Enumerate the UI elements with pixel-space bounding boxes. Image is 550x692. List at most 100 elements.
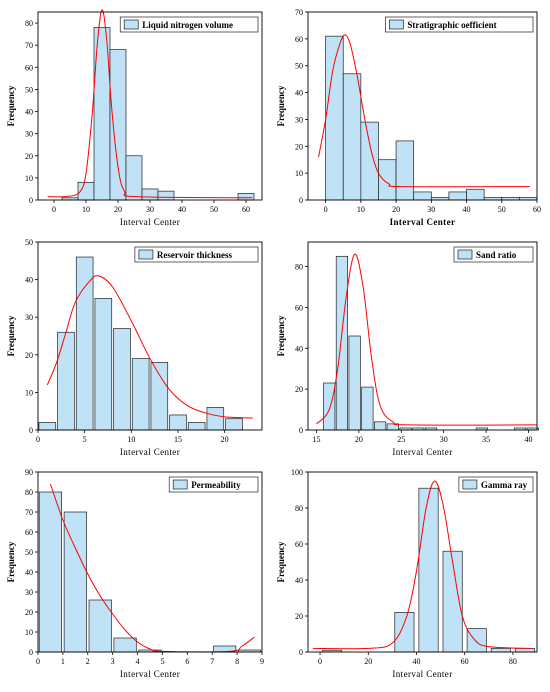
fit-curve — [316, 253, 538, 426]
x-tick-label: 1 — [61, 657, 65, 666]
legend-swatch — [123, 19, 139, 30]
x-axis-label: Interval Center — [120, 669, 180, 679]
x-tick-label: 10 — [357, 205, 365, 214]
legend-swatch — [138, 249, 154, 260]
histogram-bar — [237, 193, 255, 201]
histogram-bar — [131, 358, 150, 431]
x-tick-label: 9 — [260, 657, 264, 666]
x-axis-label: Interval Center — [392, 669, 452, 679]
legend-label: Stratigraphic oefficient — [407, 20, 496, 30]
x-axis-label: Interval Center — [120, 217, 180, 227]
y-tick-label: 60 — [295, 35, 303, 44]
histogram-bar — [187, 422, 206, 431]
histogram-bar — [63, 511, 87, 653]
y-axis-label: Frequency — [276, 85, 286, 126]
x-tick-label: 0 — [36, 657, 40, 666]
x-tick-label: 0 — [52, 205, 56, 214]
x-tick-label: 7 — [210, 657, 214, 666]
histogram-bar — [109, 49, 127, 201]
histogram-bar — [466, 628, 487, 653]
y-tick-label: 0 — [299, 426, 303, 435]
x-tick-label: 20 — [364, 657, 372, 666]
x-axis-label: Interval Center — [390, 217, 456, 227]
legend-label: Liquid nitrogen volume — [142, 20, 233, 30]
histogram-bar — [169, 414, 187, 431]
x-tick-label: 15 — [312, 435, 320, 444]
x-tick-label: 5 — [160, 657, 164, 666]
histogram-bar — [514, 648, 535, 653]
y-tick-label: 90 — [25, 468, 33, 477]
y-tick-label: 80 — [295, 504, 303, 513]
y-tick-label: 80 — [25, 488, 33, 497]
x-tick-label: 20 — [392, 205, 400, 214]
legend-swatch — [172, 479, 188, 490]
chart-stratigraphic: 0 10 20 30 40 50 60 0 10 20 30 40 50 60 70 Interval Cen… — [276, 8, 541, 227]
y-tick-label: 40 — [25, 108, 33, 117]
x-tick-label: 40 — [178, 205, 186, 214]
histogram-bar — [225, 418, 243, 431]
y-tick-label: 0 — [29, 196, 33, 205]
y-tick-label: 10 — [25, 628, 33, 637]
x-tick-label: 20 — [114, 205, 122, 214]
histogram-bar — [466, 188, 485, 201]
histogram-bar — [374, 421, 387, 431]
legend-box — [458, 476, 534, 493]
y-tick-label: 70 — [25, 41, 33, 50]
y-tick-label: 70 — [25, 508, 33, 517]
legend-box — [134, 246, 259, 263]
legend-swatch — [457, 249, 473, 260]
x-tick-label: 60 — [533, 205, 541, 214]
histogram-bar — [206, 407, 225, 431]
plot-frame — [37, 241, 263, 431]
histogram-bar — [57, 331, 75, 431]
y-tick-label: 10 — [25, 388, 33, 397]
y-axis-label: Frequency — [6, 541, 16, 582]
legend-swatch — [462, 479, 478, 490]
y-tick-label: 40 — [295, 576, 303, 585]
y-tick-label: 0 — [29, 426, 33, 435]
histogram-bar — [38, 422, 57, 431]
histogram-bar — [38, 491, 62, 653]
fit-curve — [312, 480, 533, 650]
fit-curve — [49, 483, 255, 653]
histogram-bar — [490, 648, 511, 653]
histogram-bar — [360, 121, 379, 201]
legend-label: Permeability — [191, 480, 241, 490]
y-axis-label: Frequency — [6, 85, 16, 126]
histogram-bar — [94, 298, 113, 431]
y-tick-label: 10 — [25, 174, 33, 183]
plot-frame — [307, 11, 538, 201]
plot-frame — [37, 11, 263, 201]
chart-reservoir-thickness: 0 5 10 15 20 0 10 20 30 40 50 Interval Center Freque… — [6, 238, 263, 457]
y-tick-label: 50 — [25, 238, 33, 247]
y-tick-label: 0 — [299, 196, 303, 205]
y-tick-label: 30 — [25, 588, 33, 597]
x-tick-label: 50 — [498, 205, 506, 214]
plot-frame — [307, 241, 538, 431]
x-tick-label: 20 — [221, 435, 229, 444]
legend-box — [168, 476, 259, 493]
x-tick-label: 4 — [136, 657, 140, 666]
y-axis-label: Frequency — [276, 315, 286, 356]
histogram-bar — [141, 188, 159, 201]
histogram-bar — [113, 328, 131, 431]
chart-sand-ratio: 15 20 25 30 35 40 0 20 40 60 80 Interval Center Freq… — [276, 241, 539, 457]
chart-gamma-ray: 0 20 40 60 80 0 20 40 60 80 100 Interval Center Freq… — [276, 468, 538, 679]
x-tick-label: 30 — [146, 205, 154, 214]
x-tick-label: 10 — [82, 205, 90, 214]
x-tick-label: 2 — [86, 657, 90, 666]
histogram-bar — [150, 361, 169, 431]
y-tick-label: 60 — [25, 528, 33, 537]
y-tick-label: 60 — [295, 303, 303, 312]
legend-box — [453, 246, 534, 263]
y-tick-label: 60 — [295, 540, 303, 549]
fit-curve — [47, 9, 253, 199]
legend-box — [119, 16, 259, 33]
histogram-bar — [125, 155, 143, 201]
y-tick-label: 40 — [25, 276, 33, 285]
legend-label: Reservoir thickness — [157, 250, 233, 260]
y-tick-label: 70 — [295, 8, 303, 17]
y-tick-label: 40 — [295, 89, 303, 98]
y-tick-label: 40 — [25, 568, 33, 577]
y-tick-label: 50 — [25, 548, 33, 557]
